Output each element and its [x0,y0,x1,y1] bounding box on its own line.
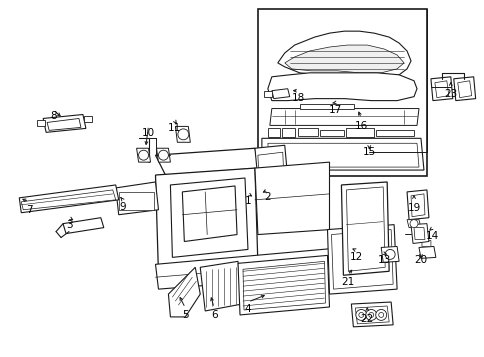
Text: 20: 20 [413,255,427,265]
Polygon shape [242,261,325,310]
Text: 18: 18 [291,92,304,102]
Polygon shape [261,138,423,170]
Polygon shape [255,145,289,200]
Text: 3: 3 [65,220,72,230]
Polygon shape [297,129,317,136]
Text: 6: 6 [211,310,217,320]
Text: 22: 22 [360,314,373,324]
Text: 15: 15 [362,147,375,157]
Polygon shape [430,77,452,101]
Text: 7: 7 [26,205,32,215]
Circle shape [409,220,417,228]
Polygon shape [457,81,471,97]
Text: 2: 2 [264,192,271,202]
Polygon shape [271,89,289,99]
Text: 9: 9 [119,202,126,212]
Text: 17: 17 [328,105,341,115]
Text: 16: 16 [354,121,367,131]
Polygon shape [331,230,393,289]
Polygon shape [376,130,413,136]
Polygon shape [350,302,393,327]
Text: 19: 19 [407,203,420,213]
Polygon shape [263,91,271,97]
Polygon shape [380,246,398,262]
Text: 8: 8 [50,111,56,121]
Circle shape [368,312,373,317]
Polygon shape [406,220,420,228]
Polygon shape [341,182,388,275]
Polygon shape [267,143,418,167]
Polygon shape [346,129,374,137]
Polygon shape [21,190,116,210]
Bar [119,192,153,210]
Polygon shape [277,31,410,77]
Circle shape [378,312,383,317]
Polygon shape [327,225,396,294]
Polygon shape [410,194,424,217]
Polygon shape [421,241,430,246]
Bar [37,120,45,126]
Polygon shape [156,148,170,162]
Text: 4: 4 [244,304,251,314]
Text: 23: 23 [443,89,456,99]
Polygon shape [410,223,428,243]
Polygon shape [406,190,428,220]
Polygon shape [170,178,247,257]
Bar [84,116,91,122]
Polygon shape [155,148,259,175]
Bar [257,9,426,176]
Polygon shape [434,81,448,97]
Polygon shape [346,187,384,271]
Polygon shape [43,115,86,132]
Polygon shape [19,185,119,213]
Text: 11: 11 [167,124,181,134]
Polygon shape [255,162,329,235]
Text: 14: 14 [425,231,439,241]
Circle shape [365,310,376,320]
Circle shape [178,129,188,140]
Polygon shape [116,182,158,215]
Polygon shape [238,255,329,315]
Polygon shape [136,148,150,162]
Polygon shape [175,126,190,142]
Polygon shape [284,45,403,73]
Text: 13: 13 [377,255,390,265]
Text: 21: 21 [340,277,353,287]
Text: 12: 12 [349,252,362,262]
Polygon shape [299,104,354,109]
Polygon shape [257,152,284,200]
Polygon shape [418,246,435,258]
Polygon shape [267,73,416,101]
Polygon shape [155,168,257,274]
Text: 10: 10 [142,129,155,139]
Circle shape [158,150,168,160]
Polygon shape [200,261,242,311]
Circle shape [358,312,363,317]
Polygon shape [281,129,294,137]
Circle shape [138,150,148,160]
Polygon shape [269,109,418,125]
Circle shape [384,250,394,260]
Polygon shape [413,228,424,240]
Circle shape [355,310,366,320]
Polygon shape [182,186,237,241]
Polygon shape [267,129,279,137]
Polygon shape [63,218,104,233]
Circle shape [375,310,386,320]
Polygon shape [168,267,200,317]
Polygon shape [155,247,347,289]
Polygon shape [319,130,344,136]
Text: 5: 5 [182,310,188,320]
Polygon shape [47,119,81,130]
Text: 1: 1 [244,196,251,206]
Polygon shape [355,306,388,324]
Polygon shape [453,77,475,101]
